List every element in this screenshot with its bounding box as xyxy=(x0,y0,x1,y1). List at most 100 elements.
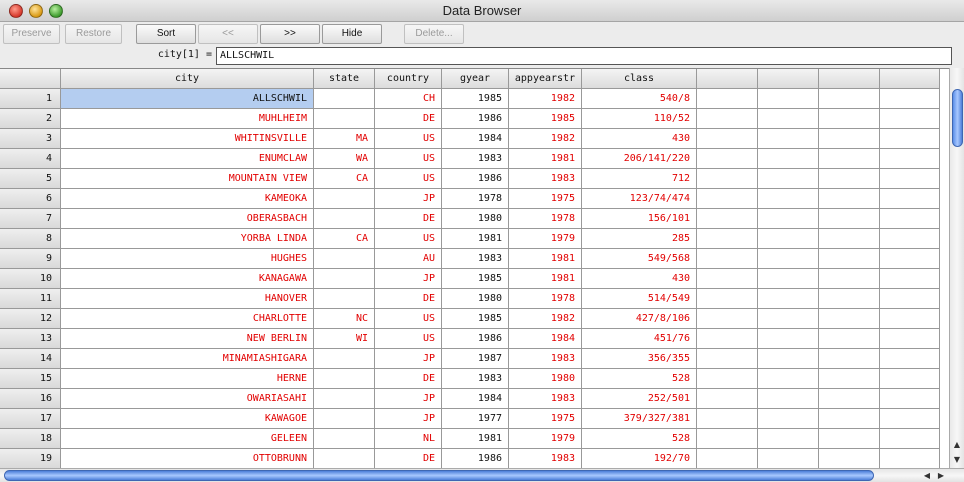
cell-appyearstr[interactable]: 1981 xyxy=(509,149,582,169)
row-number[interactable]: 16 xyxy=(0,389,61,409)
empty-cell[interactable] xyxy=(880,169,940,189)
cell-city[interactable]: HANOVER xyxy=(61,289,314,309)
cell-gyear[interactable]: 1985 xyxy=(442,89,509,109)
table-row[interactable]: 1 ALLSCHWIL CH 1985 1982 540/8 xyxy=(0,89,949,109)
empty-cell[interactable] xyxy=(758,409,819,429)
table-row[interactable]: 14 MINAMIASHIGARA JP 1987 1983 356/355 xyxy=(0,349,949,369)
cell-class[interactable]: 156/101 xyxy=(582,209,697,229)
empty-cell[interactable] xyxy=(758,349,819,369)
row-number[interactable]: 5 xyxy=(0,169,61,189)
cell-appyearstr[interactable]: 1982 xyxy=(509,129,582,149)
cell-country[interactable]: US xyxy=(375,229,442,249)
cell-gyear[interactable]: 1985 xyxy=(442,309,509,329)
cell-city[interactable]: MINAMIASHIGARA xyxy=(61,349,314,369)
cell-city[interactable]: WHITINSVILLE xyxy=(61,129,314,149)
cell-city[interactable]: KAMEOKA xyxy=(61,189,314,209)
empty-cell[interactable] xyxy=(880,389,940,409)
scroll-left-icon[interactable]: ◀ xyxy=(923,471,931,480)
table-row[interactable]: 15 HERNE DE 1983 1980 528 xyxy=(0,369,949,389)
row-number[interactable]: 1 xyxy=(0,89,61,109)
row-number[interactable]: 4 xyxy=(0,149,61,169)
column-header[interactable] xyxy=(819,69,880,89)
cell-appyearstr[interactable]: 1978 xyxy=(509,209,582,229)
cell-country[interactable]: JP xyxy=(375,409,442,429)
empty-cell[interactable] xyxy=(880,89,940,109)
row-number[interactable]: 18 xyxy=(0,429,61,449)
table-row[interactable]: 12 CHARLOTTE NC US 1985 1982 427/8/106 xyxy=(0,309,949,329)
cell-country[interactable]: AU xyxy=(375,249,442,269)
cell-city[interactable]: ALLSCHWIL xyxy=(61,89,314,109)
empty-cell[interactable] xyxy=(758,289,819,309)
cell-gyear[interactable]: 1984 xyxy=(442,389,509,409)
table-row[interactable]: 5 MOUNTAIN VIEW CA US 1986 1983 712 xyxy=(0,169,949,189)
empty-cell[interactable] xyxy=(758,369,819,389)
empty-cell[interactable] xyxy=(697,329,758,349)
cell-gyear[interactable]: 1981 xyxy=(442,429,509,449)
cell-country[interactable]: JP xyxy=(375,389,442,409)
header-corner[interactable] xyxy=(0,69,61,89)
empty-cell[interactable] xyxy=(758,309,819,329)
cell-gyear[interactable]: 1983 xyxy=(442,149,509,169)
cell-gyear[interactable]: 1984 xyxy=(442,129,509,149)
row-number[interactable]: 11 xyxy=(0,289,61,309)
empty-cell[interactable] xyxy=(758,449,819,468)
empty-cell[interactable] xyxy=(819,389,880,409)
cell-country[interactable]: DE xyxy=(375,289,442,309)
cell-country[interactable]: US xyxy=(375,329,442,349)
cell-city[interactable]: KANAGAWA xyxy=(61,269,314,289)
cell-state[interactable] xyxy=(314,449,375,468)
cell-city[interactable]: MOUNTAIN VIEW xyxy=(61,169,314,189)
cell-appyearstr[interactable]: 1975 xyxy=(509,409,582,429)
cell-gyear[interactable]: 1985 xyxy=(442,269,509,289)
cell-appyearstr[interactable]: 1983 xyxy=(509,389,582,409)
cell-country[interactable]: DE xyxy=(375,449,442,468)
cell-appyearstr[interactable]: 1982 xyxy=(509,89,582,109)
column-header[interactable] xyxy=(758,69,819,89)
empty-cell[interactable] xyxy=(880,269,940,289)
empty-cell[interactable] xyxy=(758,169,819,189)
cell-state[interactable]: WA xyxy=(314,149,375,169)
empty-cell[interactable] xyxy=(819,349,880,369)
empty-cell[interactable] xyxy=(819,209,880,229)
cell-city[interactable]: KAWAGOE xyxy=(61,409,314,429)
empty-cell[interactable] xyxy=(697,169,758,189)
cell-state[interactable] xyxy=(314,89,375,109)
empty-cell[interactable] xyxy=(880,189,940,209)
empty-cell[interactable] xyxy=(819,449,880,468)
empty-cell[interactable] xyxy=(697,369,758,389)
empty-cell[interactable] xyxy=(880,429,940,449)
cell-city[interactable]: OTTOBRUNN xyxy=(61,449,314,468)
empty-cell[interactable] xyxy=(697,189,758,209)
cell-gyear[interactable]: 1980 xyxy=(442,289,509,309)
empty-cell[interactable] xyxy=(758,429,819,449)
cell-city[interactable]: CHARLOTTE xyxy=(61,309,314,329)
hide-button[interactable]: Hide xyxy=(322,24,382,44)
empty-cell[interactable] xyxy=(880,149,940,169)
cell-gyear[interactable]: 1981 xyxy=(442,229,509,249)
cell-appyearstr[interactable]: 1982 xyxy=(509,309,582,329)
empty-cell[interactable] xyxy=(697,149,758,169)
cell-gyear[interactable]: 1986 xyxy=(442,169,509,189)
empty-cell[interactable] xyxy=(758,329,819,349)
column-header[interactable]: gyear xyxy=(442,69,509,89)
column-header[interactable]: state xyxy=(314,69,375,89)
cell-appyearstr[interactable]: 1981 xyxy=(509,269,582,289)
row-number[interactable]: 3 xyxy=(0,129,61,149)
empty-cell[interactable] xyxy=(758,249,819,269)
empty-cell[interactable] xyxy=(697,309,758,329)
horizontal-scroll-thumb[interactable] xyxy=(4,470,874,481)
cell-country[interactable]: CH xyxy=(375,89,442,109)
cell-gyear[interactable]: 1983 xyxy=(442,249,509,269)
cell-class[interactable]: 549/568 xyxy=(582,249,697,269)
close-window-icon[interactable] xyxy=(9,4,23,18)
column-header[interactable]: appyearstr xyxy=(509,69,582,89)
cell-appyearstr[interactable]: 1981 xyxy=(509,249,582,269)
table-row[interactable]: 9 HUGHES AU 1983 1981 549/568 xyxy=(0,249,949,269)
empty-cell[interactable] xyxy=(697,249,758,269)
previous-button[interactable]: << xyxy=(198,24,258,44)
cell-country[interactable]: JP xyxy=(375,349,442,369)
empty-cell[interactable] xyxy=(758,209,819,229)
cell-country[interactable]: NL xyxy=(375,429,442,449)
preserve-button[interactable]: Preserve xyxy=(3,24,60,44)
empty-cell[interactable] xyxy=(819,129,880,149)
